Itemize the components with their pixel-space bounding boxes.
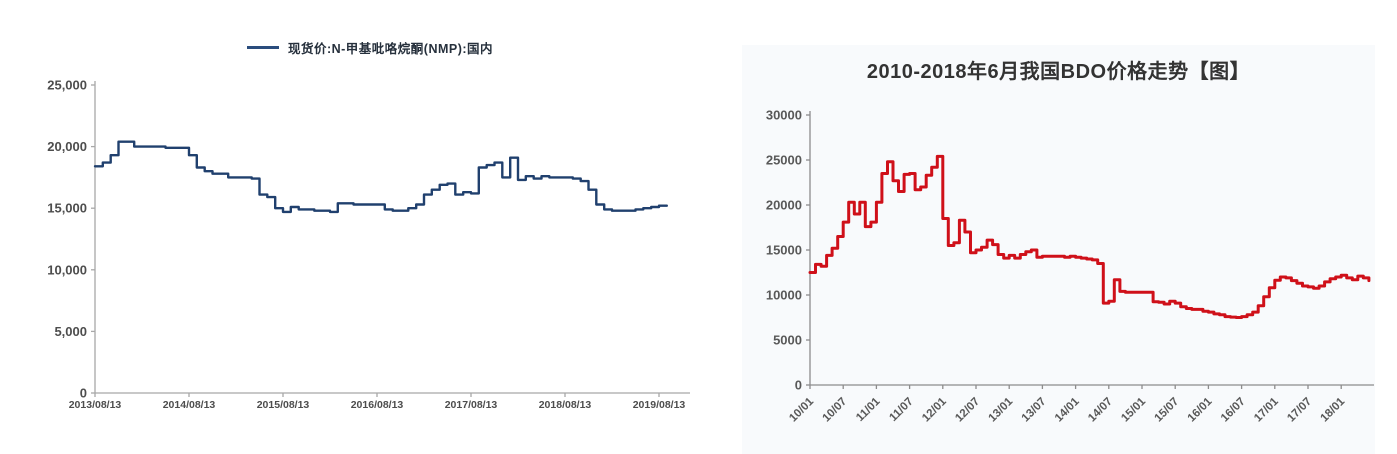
svg-text:2017/08/13: 2017/08/13 [445, 399, 498, 411]
svg-text:10000: 10000 [766, 288, 802, 303]
svg-text:15,000: 15,000 [47, 201, 87, 216]
svg-text:10/07: 10/07 [820, 396, 849, 425]
chart-title: 2010-2018年6月我国BDO价格走势【图】 [866, 61, 1251, 83]
svg-text:10/01: 10/01 [787, 395, 816, 424]
svg-text:2016/08/13: 2016/08/13 [351, 399, 404, 411]
svg-text:11/07: 11/07 [887, 396, 915, 424]
svg-text:25,000: 25,000 [47, 78, 87, 93]
svg-text:16/01: 16/01 [1186, 395, 1215, 424]
nmp-price-chart: 现货价:N-甲基吡咯烷酮(NMP):国内 0 5,000 10,000 15,000 2… [30, 28, 710, 432]
svg-text:2018/08/13: 2018/08/13 [539, 399, 592, 411]
svg-text:14/01: 14/01 [1053, 395, 1082, 424]
svg-text:30000: 30000 [766, 108, 802, 123]
legend-line-swatch [246, 46, 279, 49]
svg-text:2015/08/13: 2015/08/13 [257, 399, 310, 411]
svg-text:2019/08/13: 2019/08/13 [633, 399, 686, 411]
svg-text:15000: 15000 [766, 243, 802, 258]
svg-text:20000: 20000 [766, 198, 802, 213]
svg-text:20,000: 20,000 [47, 139, 87, 154]
svg-text:10,000: 10,000 [47, 262, 87, 277]
svg-text:13/01: 13/01 [986, 395, 1015, 424]
svg-text:11/01: 11/01 [854, 395, 883, 424]
svg-text:15/07: 15/07 [1152, 396, 1181, 425]
svg-text:5000: 5000 [773, 333, 802, 348]
svg-text:16/07: 16/07 [1219, 396, 1248, 425]
svg-text:2013/08/13: 2013/08/13 [69, 399, 122, 411]
svg-text:0: 0 [80, 386, 87, 401]
svg-text:17/07: 17/07 [1285, 396, 1314, 425]
bdo-line-plot: 0 5000 10000 15000 20000 25000 30000 10/01 10/07… [766, 108, 1374, 425]
svg-text:17/01: 17/01 [1252, 395, 1281, 424]
svg-text:14/07: 14/07 [1086, 396, 1115, 425]
svg-text:13/07: 13/07 [1020, 396, 1049, 425]
svg-text:0: 0 [795, 378, 802, 393]
bdo-price-chart: 2010-2018年6月我国BDO价格走势【图】 0 5000 10000 15000… [742, 45, 1375, 454]
svg-text:18/01: 18/01 [1318, 395, 1347, 424]
legend: 现货价:N-甲基吡咯烷酮(NMP):国内 [30, 38, 710, 57]
svg-text:15/01: 15/01 [1119, 395, 1148, 424]
nmp-line-plot: 0 5,000 10,000 15,000 20,000 25,000 2013/08/13… [47, 78, 690, 411]
legend-label: 现货价:N-甲基吡咯烷酮(NMP):国内 [287, 42, 494, 56]
svg-text:5,000: 5,000 [54, 324, 87, 339]
svg-text:12/07: 12/07 [953, 396, 982, 425]
svg-text:12/01: 12/01 [920, 395, 949, 424]
svg-text:25000: 25000 [766, 153, 802, 168]
svg-text:2014/08/13: 2014/08/13 [163, 399, 216, 411]
